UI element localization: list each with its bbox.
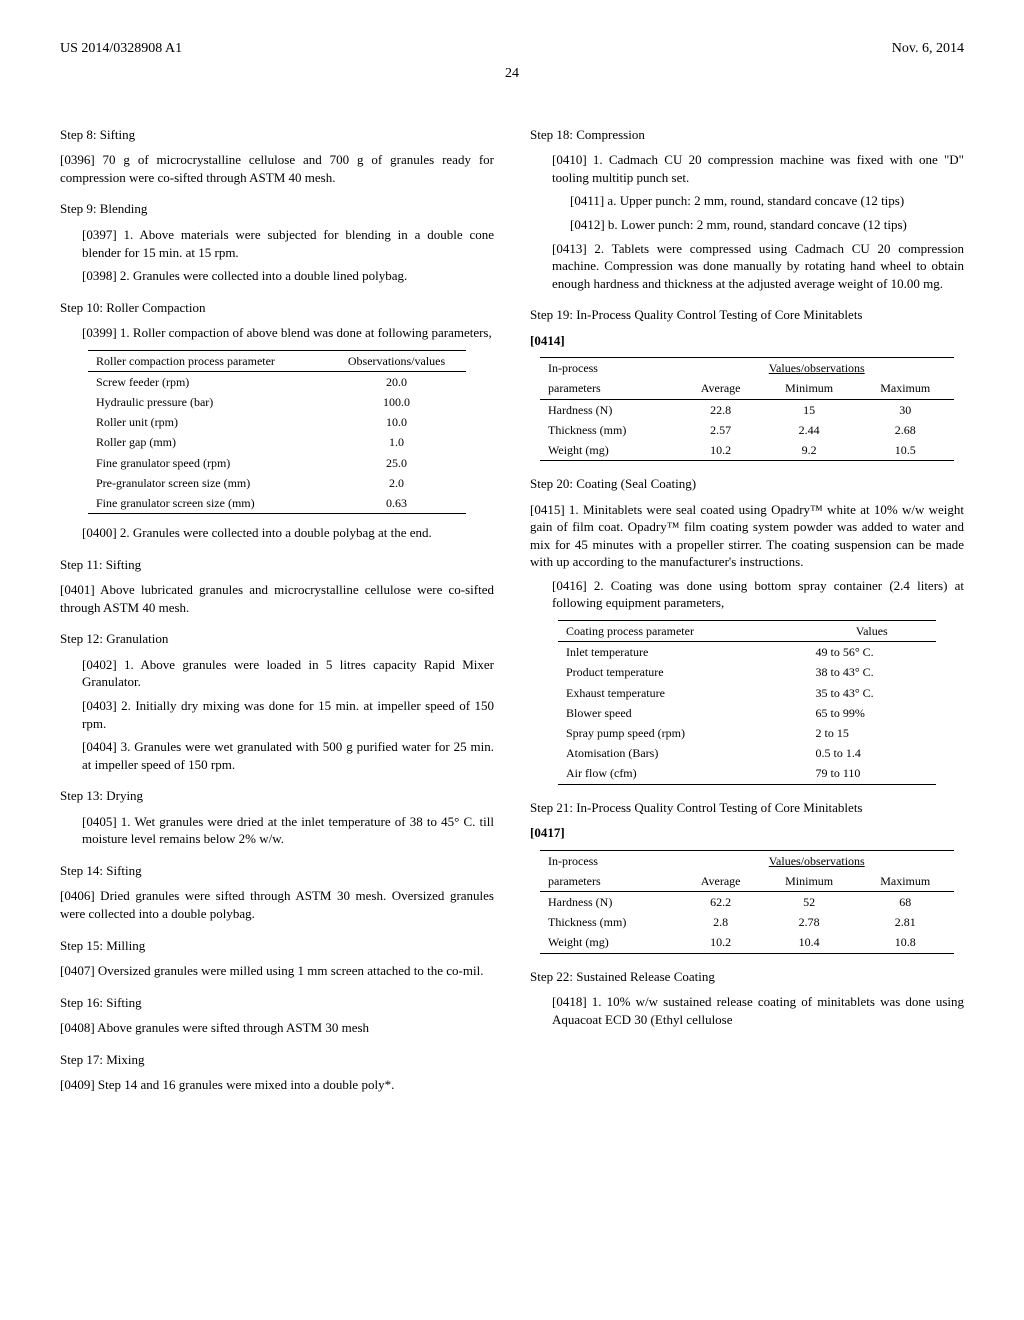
step18-title: Step 18: Compression [530, 126, 964, 144]
p0408: [0408] Above granules were sifted throug… [60, 1019, 494, 1037]
p0398: [0398] 2. Granules were collected into a… [60, 267, 494, 285]
qc-table-1: In-processValues/observations parameters… [540, 357, 954, 461]
step12-title: Step 12: Granulation [60, 630, 494, 648]
p0415: [0415] 1. Minitablets were seal coated u… [530, 501, 964, 571]
p0397: [0397] 1. Above materials were subjected… [60, 226, 494, 261]
left-column: Step 8: Sifting [0396] 70 g of microcrys… [60, 112, 494, 1100]
p0412: [0412] b. Lower punch: 2 mm, round, stan… [530, 216, 964, 234]
p0402: [0402] 1. Above granules were loaded in … [60, 656, 494, 691]
p0406: [0406] Dried granules were sifted throug… [60, 887, 494, 922]
step22-title: Step 22: Sustained Release Coating [530, 968, 964, 986]
p0417: [0417] [530, 824, 964, 842]
roller-compaction-table: Roller compaction process parameterObser… [88, 350, 466, 515]
p0403: [0403] 2. Initially dry mixing was done … [60, 697, 494, 732]
step13-title: Step 13: Drying [60, 787, 494, 805]
p0396: [0396] 70 g of microcrystalline cellulos… [60, 151, 494, 186]
step10-title: Step 10: Roller Compaction [60, 299, 494, 317]
p0411: [0411] a. Upper punch: 2 mm, round, stan… [530, 192, 964, 210]
p0409: [0409] Step 14 and 16 granules were mixe… [60, 1076, 494, 1094]
p0404: [0404] 3. Granules were wet granulated w… [60, 738, 494, 773]
step9-title: Step 9: Blending [60, 200, 494, 218]
p0416: [0416] 2. Coating was done using bottom … [530, 577, 964, 612]
p0418: [0418] 1. 10% w/w sustained release coat… [530, 993, 964, 1028]
p0410: [0410] 1. Cadmach CU 20 compression mach… [530, 151, 964, 186]
page-header: US 2014/0328908 A1 Nov. 6, 2014 [60, 40, 964, 59]
p0407: [0407] Oversized granules were milled us… [60, 962, 494, 980]
step8-title: Step 8: Sifting [60, 126, 494, 144]
qc-table-2: In-processValues/observations parameters… [540, 850, 954, 954]
doc-date: Nov. 6, 2014 [892, 40, 964, 59]
step16-title: Step 16: Sifting [60, 994, 494, 1012]
step21-title: Step 21: In-Process Quality Control Test… [530, 799, 964, 817]
step17-title: Step 17: Mixing [60, 1051, 494, 1069]
step14-title: Step 14: Sifting [60, 862, 494, 880]
step19-title: Step 19: In-Process Quality Control Test… [530, 306, 964, 324]
step20-title: Step 20: Coating (Seal Coating) [530, 475, 964, 493]
p0413: [0413] 2. Tablets were compressed using … [530, 240, 964, 293]
step11-title: Step 11: Sifting [60, 556, 494, 574]
doc-id: US 2014/0328908 A1 [60, 40, 182, 59]
p0414: [0414] [530, 332, 964, 350]
p0400: [0400] 2. Granules were collected into a… [60, 524, 494, 542]
coating-table: Coating process parameterValues Inlet te… [558, 620, 936, 785]
right-column: Step 18: Compression [0410] 1. Cadmach C… [530, 112, 964, 1100]
p0399: [0399] 1. Roller compaction of above ble… [60, 324, 494, 342]
p0401: [0401] Above lubricated granules and mic… [60, 581, 494, 616]
p0405: [0405] 1. Wet granules were dried at the… [60, 813, 494, 848]
step15-title: Step 15: Milling [60, 937, 494, 955]
page-number: 24 [60, 65, 964, 84]
